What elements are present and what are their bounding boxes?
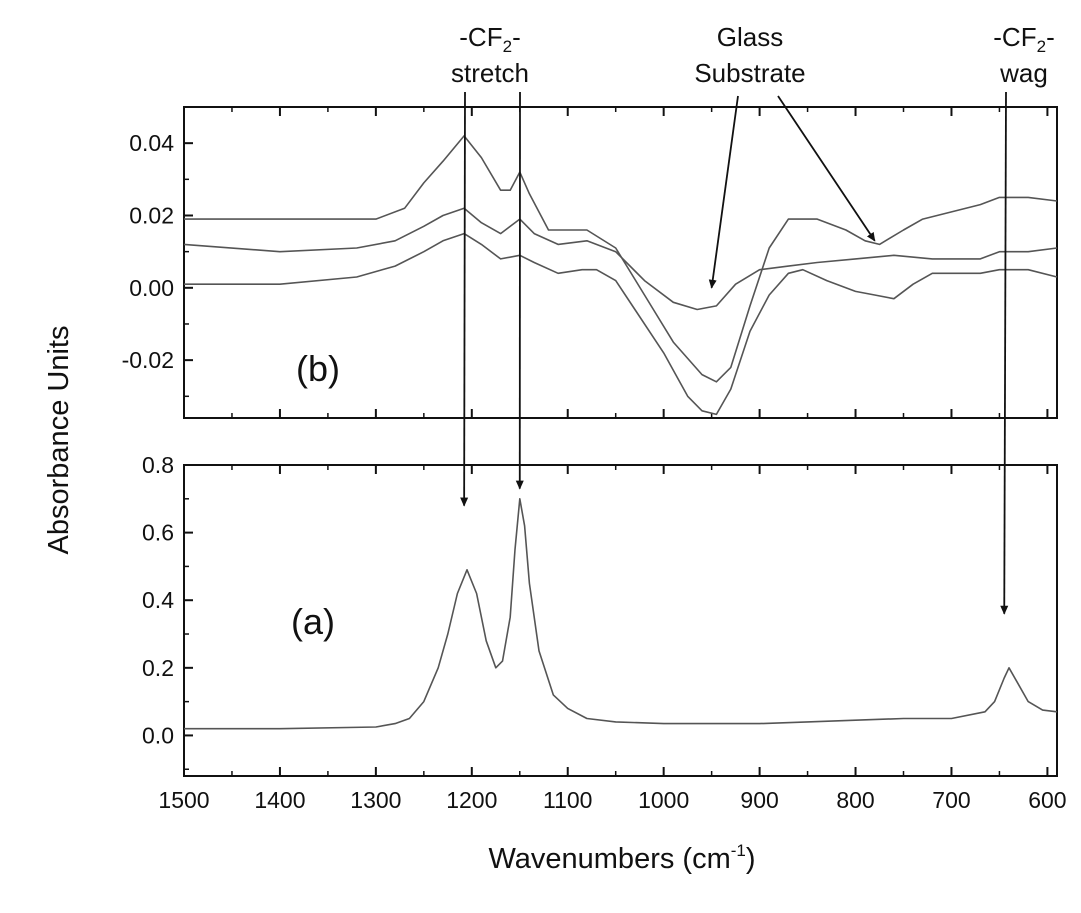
- panel-b-frame: [183, 106, 1058, 419]
- x-tick-label: 1500: [158, 787, 209, 813]
- annot-cf2-stretch-line1: -CF2-: [459, 22, 520, 56]
- y-tick-label-a: 0.0: [142, 722, 174, 748]
- series-line-a-1: [184, 498, 1058, 730]
- panel-label-b: (b): [296, 348, 340, 389]
- y-tick-label-a: 0.4: [142, 587, 174, 613]
- y-tick-label-b: 0.04: [129, 130, 174, 156]
- x-tick-label: 1300: [350, 787, 401, 813]
- y-axis-title: Absorbance Units: [43, 326, 75, 555]
- x-tick-label: 600: [1028, 787, 1066, 813]
- arrow-glass-2: [777, 95, 876, 242]
- y-tick-label-b: 0.02: [129, 202, 174, 228]
- axes-layer: -0.02 0.00 0.02 0.04 0.0 0.2 0.4 0.6 0.8 1500 1400…: [122, 106, 1067, 813]
- x-tick-label: 1000: [638, 787, 689, 813]
- annot-cf2-stretch-line2: stretch: [451, 58, 529, 88]
- arrow-glass-1: [708, 95, 739, 289]
- arrow-cf2-stretch-1: [460, 91, 469, 507]
- annot-cf2-wag-line2: wag: [999, 58, 1048, 88]
- y-tick-label-a: 0.2: [142, 655, 174, 681]
- series-line-b-3: [184, 232, 1058, 416]
- x-tick-label: 800: [836, 787, 874, 813]
- panel-a-frame: [183, 464, 1058, 777]
- x-axis-title: Wavenumbers (cm-1): [488, 841, 755, 875]
- annot-glass-line2: Substrate: [694, 58, 805, 88]
- x-tick-label: 1400: [254, 787, 305, 813]
- annotation-layer: [460, 91, 1009, 615]
- x-axis-title-superscript: -1: [731, 841, 746, 860]
- panel-label-a: (a): [291, 601, 335, 642]
- arrow-cf2-wag: [1000, 91, 1009, 615]
- series-line-b-2: [183, 207, 1058, 311]
- y-tick-label-b: 0.00: [129, 275, 174, 301]
- annot-glass-line1: Glass: [717, 22, 783, 52]
- series-layer: [183, 135, 1058, 730]
- x-tick-label: 1100: [543, 787, 592, 813]
- x-tick-label: 1200: [446, 787, 497, 813]
- x-axis-title-main: Wavenumbers (cm: [488, 843, 730, 875]
- y-tick-label-a: 0.8: [142, 452, 174, 478]
- x-tick-label: 700: [932, 787, 970, 813]
- x-axis-title-suffix: ): [746, 843, 756, 875]
- x-tick-label: 900: [740, 787, 778, 813]
- annot-cf2-wag-line1: -CF2-: [993, 22, 1054, 56]
- series-line-b-1: [184, 135, 1058, 383]
- y-tick-label-b: -0.02: [122, 347, 174, 373]
- y-tick-label-a: 0.6: [142, 520, 174, 546]
